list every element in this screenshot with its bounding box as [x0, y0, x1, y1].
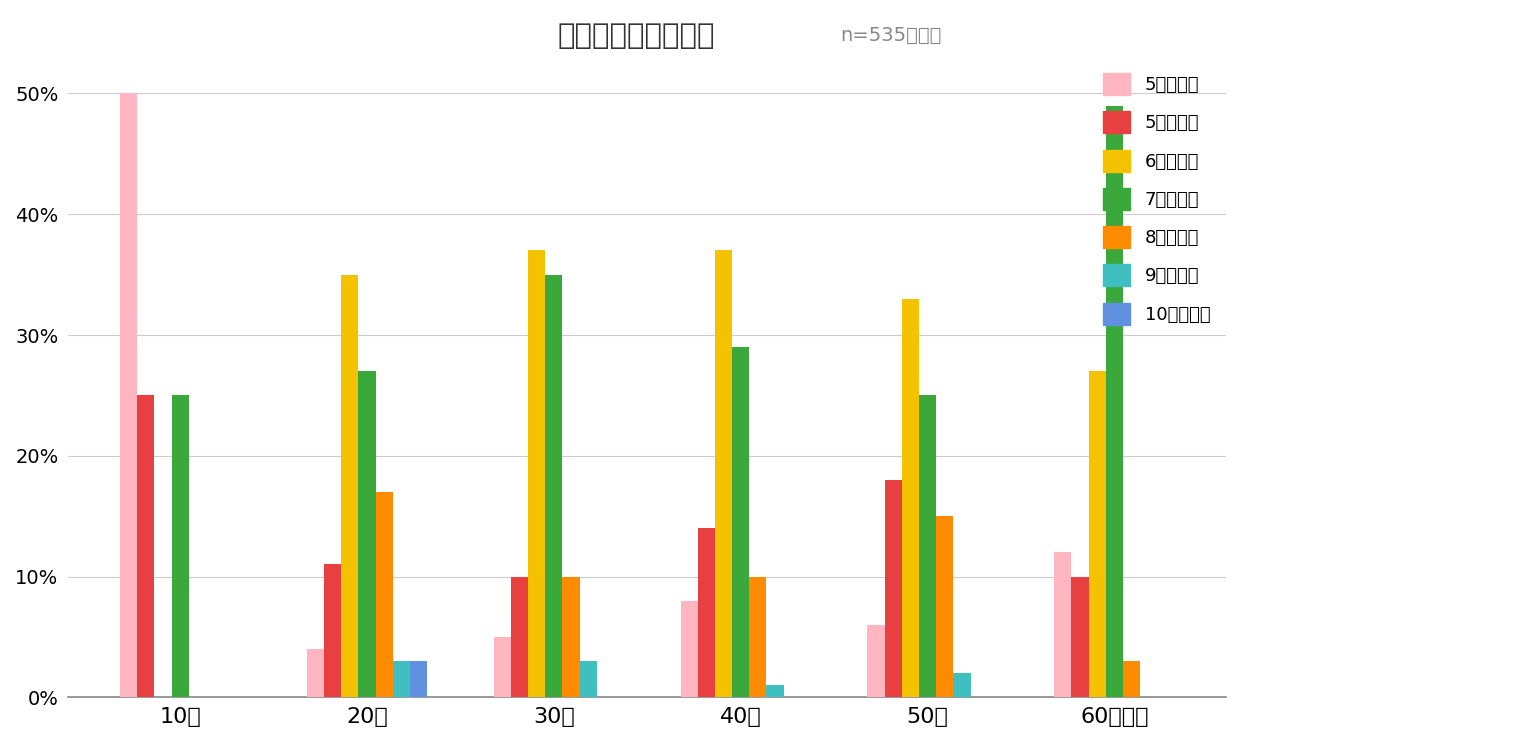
Bar [1054, 552, 1072, 697]
Bar [307, 649, 324, 697]
Bar [954, 673, 970, 697]
Bar [733, 347, 749, 697]
Bar [902, 299, 919, 697]
Bar [936, 516, 954, 697]
Bar [138, 395, 154, 697]
Bar [494, 637, 510, 697]
Bar [868, 625, 884, 697]
Text: n=535（人）: n=535（人） [840, 26, 942, 45]
Bar [341, 275, 359, 697]
Bar [324, 565, 341, 697]
Bar [1072, 577, 1089, 697]
Bar [580, 661, 597, 697]
Text: 【年代別】睡眠時間: 【年代別】睡眠時間 [557, 22, 715, 50]
Bar [563, 577, 580, 697]
Bar [766, 685, 784, 697]
Bar [359, 371, 375, 697]
Bar [749, 577, 766, 697]
Bar [410, 661, 427, 697]
Bar [392, 661, 410, 697]
Bar [884, 480, 902, 697]
Bar [171, 395, 189, 697]
Bar [375, 492, 392, 697]
Legend: 5時間以下, 5時間程度, 6時間程度, 7時間程度, 8時間程度, 9時間程度, 10時間以上: 5時間以下, 5時間程度, 6時間程度, 7時間程度, 8時間程度, 9時間程度… [1096, 66, 1217, 332]
Bar [1105, 105, 1123, 697]
Bar [715, 251, 733, 697]
Bar [698, 528, 715, 697]
Bar [1123, 661, 1140, 697]
Bar [1089, 371, 1105, 697]
Bar [528, 251, 545, 697]
Bar [510, 577, 528, 697]
Bar [919, 395, 936, 697]
Bar [545, 275, 563, 697]
Bar [120, 93, 138, 697]
Bar [681, 601, 698, 697]
